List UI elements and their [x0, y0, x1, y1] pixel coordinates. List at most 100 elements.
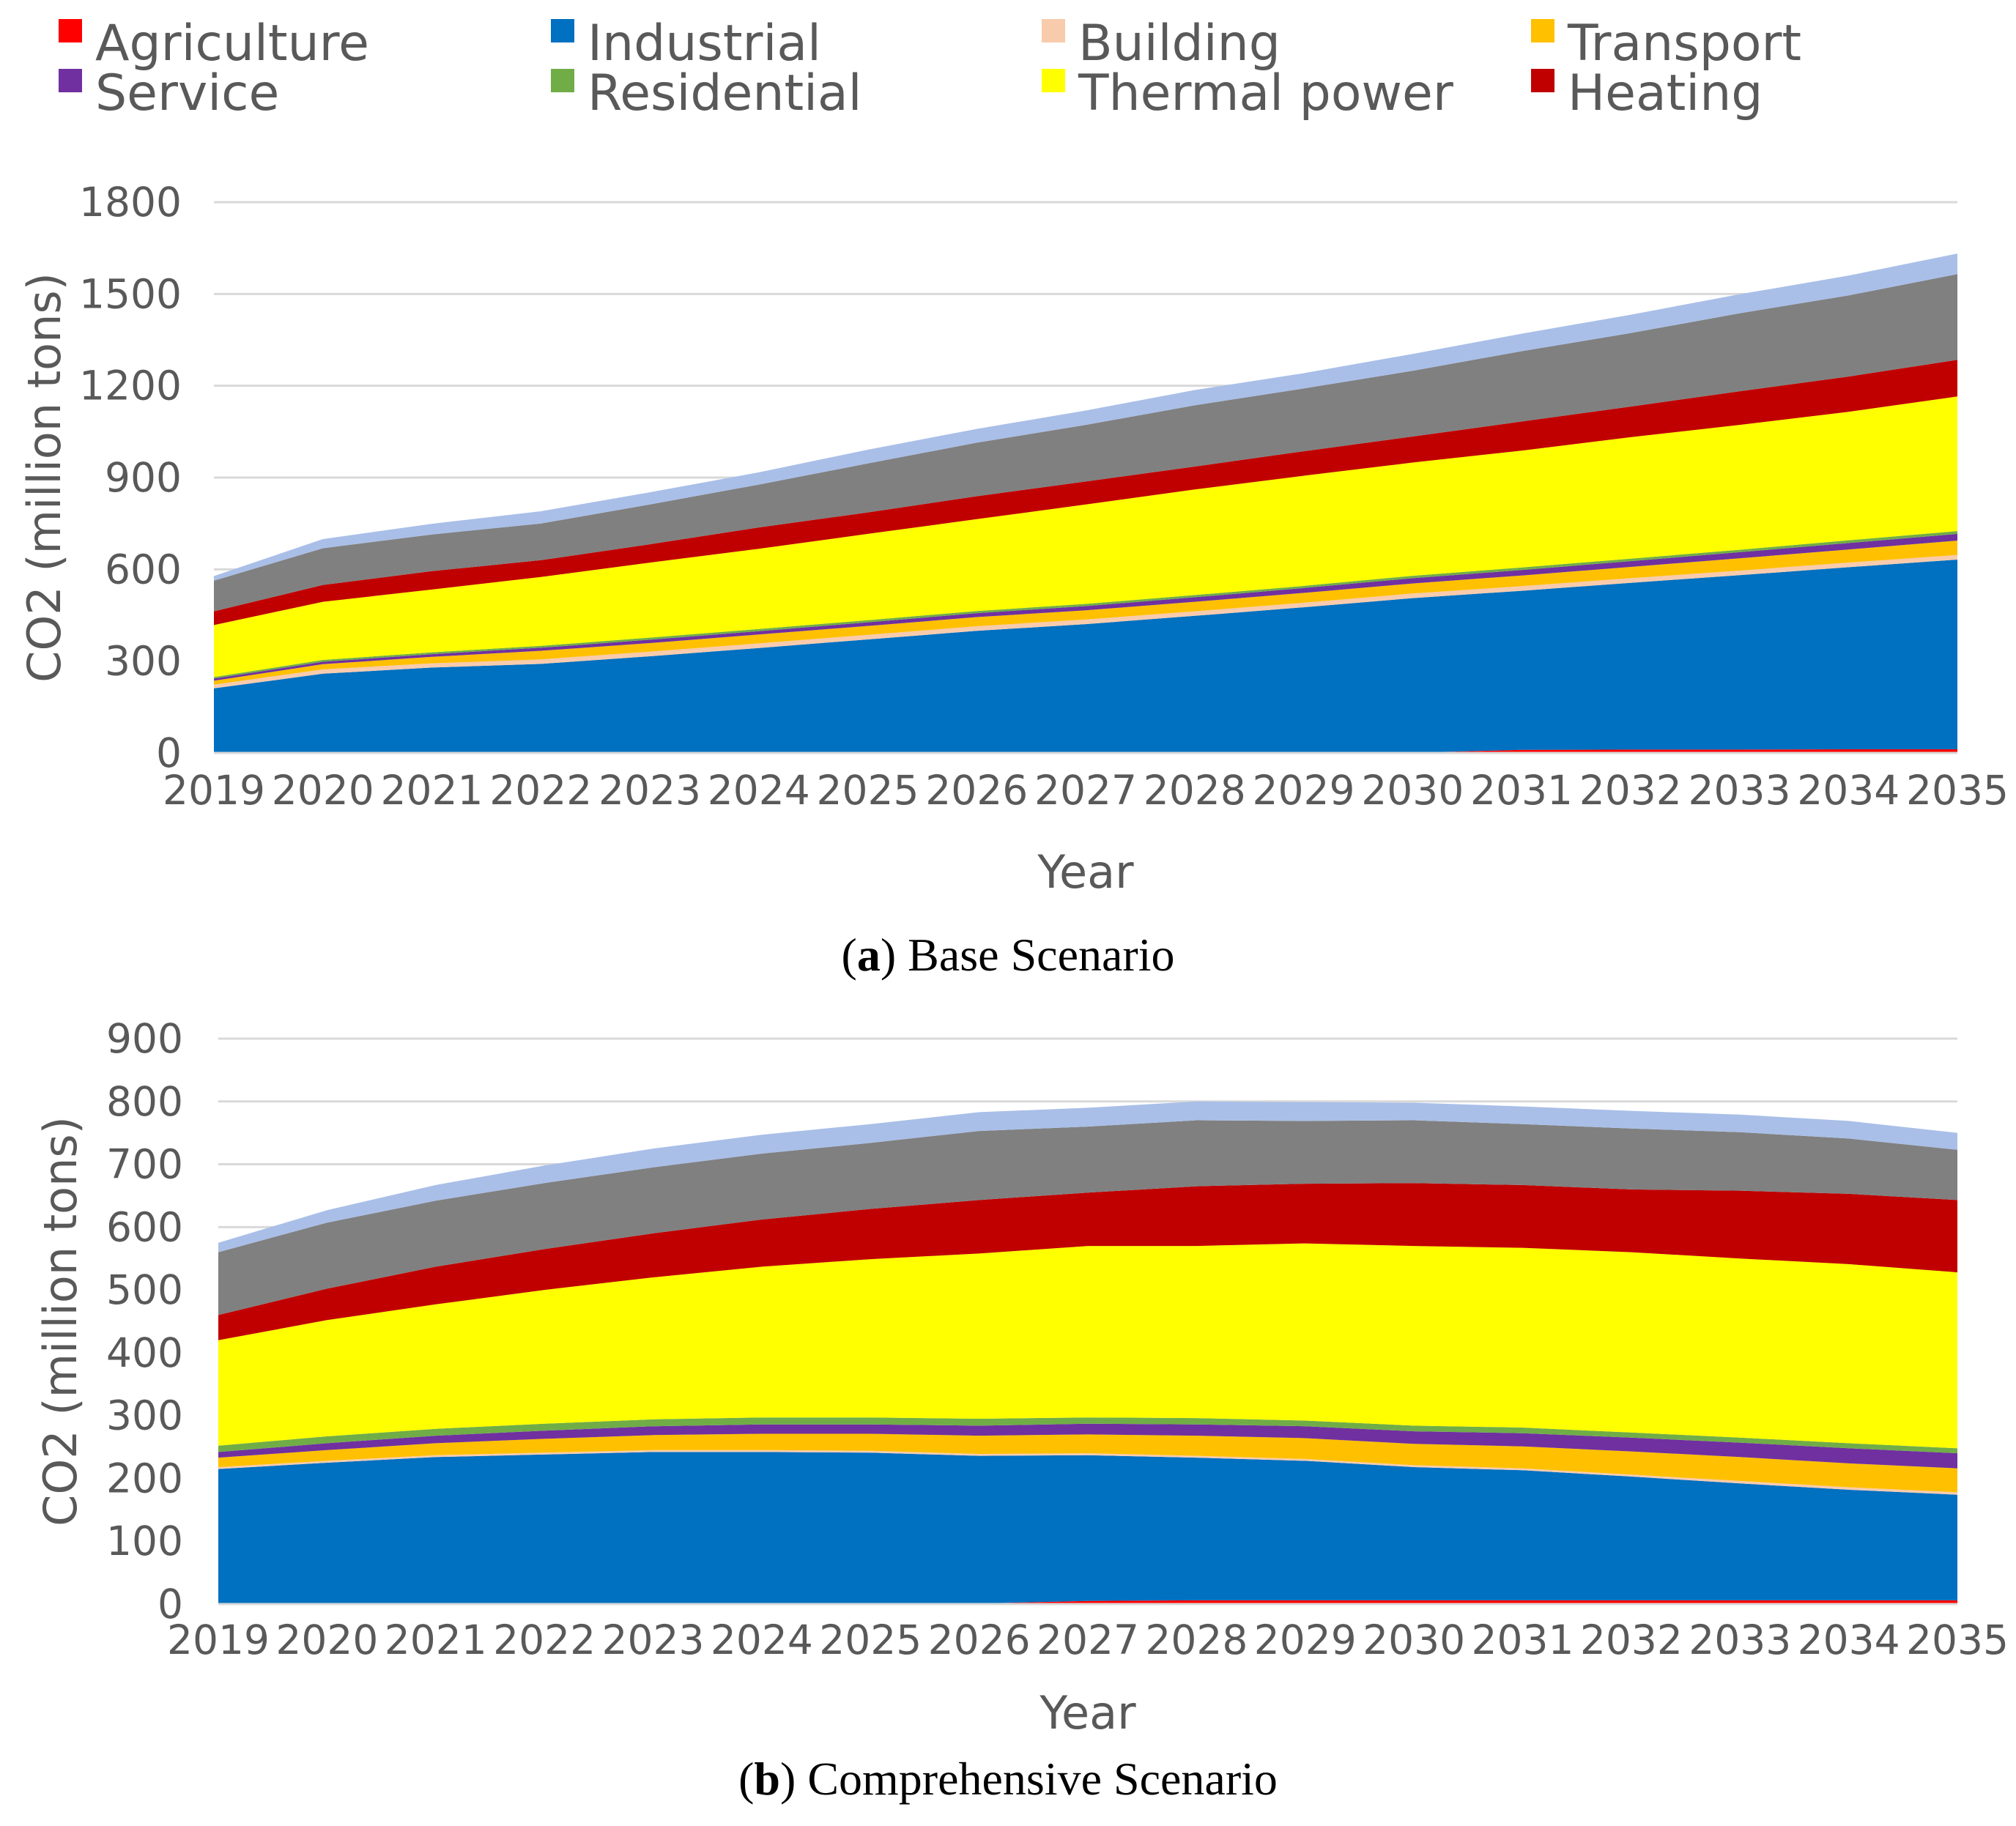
caption-close-paren: ) — [881, 929, 896, 981]
y-tick-label-300: 300 — [105, 638, 182, 685]
x-tick-label-2023: 2023 — [598, 767, 701, 814]
x-tick-label-2025: 2025 — [819, 1617, 922, 1663]
legend-label-transport: Transport — [1567, 15, 1801, 73]
area-service — [218, 1423, 1957, 1469]
x-tick-label-2019: 2019 — [167, 1617, 270, 1663]
chart-comprehensive-scenario: 0 100 200 300 400 500 600 700 800 900 2019 2020 2021… — [34, 1015, 2009, 1805]
x-tick-label-2029: 2029 — [1254, 1617, 1357, 1663]
x-tick-label-2022: 2022 — [489, 767, 592, 814]
y-tick-label-1500: 1500 — [79, 270, 182, 317]
area-heating — [214, 360, 1957, 626]
x-tick-label-2029: 2029 — [1253, 767, 1355, 814]
x-tick-label-2020: 2020 — [275, 1617, 378, 1663]
y-tick-label-1200: 1200 — [79, 363, 182, 409]
legend-item-building: Building — [1042, 15, 1281, 73]
legend-swatch-service — [59, 69, 82, 92]
area-transport — [214, 541, 1957, 685]
x-tick-label-2031: 2031 — [1472, 1617, 1574, 1663]
x-tick-label-2034: 2034 — [1798, 1617, 1900, 1663]
legend-item-transport: Transport — [1531, 15, 1801, 73]
y-tick-label-400: 400 — [106, 1329, 183, 1376]
x-tick-label-2019: 2019 — [163, 767, 265, 814]
area-residential — [218, 1417, 1957, 1454]
legend-label-residential: Residential — [588, 64, 862, 122]
caption-close-paren: ) — [780, 1753, 796, 1805]
x-tick-label-2023: 2023 — [602, 1617, 705, 1663]
x-tick-label-2021: 2021 — [381, 767, 483, 814]
y-tick-label-700: 700 — [106, 1141, 183, 1188]
x-tick-label-2021: 2021 — [385, 1617, 487, 1663]
x-tick-label-2026: 2026 — [928, 1617, 1031, 1663]
x-tick-label-2027: 2027 — [1037, 1617, 1139, 1663]
legend-swatch-industrial — [551, 19, 574, 42]
y-tick-label-600: 600 — [105, 546, 182, 593]
x-axis-title: Year — [1039, 1686, 1136, 1740]
caption-base-scenario: (a) Base Scenario — [842, 929, 1175, 981]
legend-label-heating: Heating — [1568, 64, 1763, 122]
legend-item-residential: Residential — [551, 64, 862, 122]
legend-swatch-residential — [551, 69, 574, 92]
x-tick-label-2028: 2028 — [1145, 1617, 1248, 1663]
x-tick-label-2033: 2033 — [1689, 1617, 1791, 1663]
legend-label-agriculture: Agriculture — [95, 15, 369, 73]
caption-letter: b — [754, 1753, 780, 1805]
legend-label-industrial: Industrial — [588, 15, 821, 73]
area-service — [214, 533, 1957, 681]
caption-open-paren: ( — [738, 1753, 754, 1805]
legend-swatch-agriculture — [59, 19, 82, 42]
stacked-areas — [218, 1101, 1957, 1604]
y-tick-label-100: 100 — [106, 1518, 183, 1565]
x-tick-label-2028: 2028 — [1144, 767, 1246, 814]
x-tick-label-2030: 2030 — [1361, 767, 1464, 814]
x-tick-label-2033: 2033 — [1689, 767, 1791, 814]
legend-item-agriculture: Agriculture — [59, 15, 369, 73]
legend: Agriculture Industrial Building Transport Se… — [59, 15, 1801, 122]
x-tick-label-2035: 2035 — [1906, 767, 2009, 814]
area-unlabeled-grey — [218, 1120, 1957, 1315]
legend-label-thermal-power: Thermal power — [1078, 64, 1453, 122]
area-transport — [218, 1433, 1957, 1493]
y-axis-title: CO2 (million tons) — [34, 1116, 87, 1526]
x-axis-ticks: 2019 2020 2021 2022 2023 2024 2025 2026 2027 2028… — [167, 1617, 2009, 1663]
area-thermal-power — [214, 396, 1957, 678]
area-building — [214, 554, 1957, 689]
x-tick-label-2022: 2022 — [493, 1617, 596, 1663]
legend-label-building: Building — [1078, 15, 1281, 73]
x-tick-label-2032: 2032 — [1580, 1617, 1683, 1663]
area-unlabeled-light-blue — [218, 1101, 1957, 1252]
x-tick-label-2035: 2035 — [1906, 1617, 2009, 1663]
x-tick-label-2032: 2032 — [1579, 767, 1682, 814]
caption-title: Comprehensive Scenario — [796, 1753, 1278, 1805]
x-tick-label-2027: 2027 — [1034, 767, 1137, 814]
x-tick-label-2024: 2024 — [711, 1617, 813, 1663]
area-industrial — [218, 1452, 1957, 1604]
caption-comprehensive-scenario: (b) Comprehensive Scenario — [738, 1753, 1278, 1805]
area-heating — [218, 1183, 1957, 1340]
x-tick-label-2030: 2030 — [1363, 1617, 1465, 1663]
area-industrial — [214, 560, 1957, 753]
y-tick-label-900: 900 — [105, 454, 182, 501]
y-tick-label-500: 500 — [106, 1266, 183, 1313]
y-tick-label-1800: 1800 — [79, 179, 182, 226]
y-tick-label-600: 600 — [106, 1203, 183, 1250]
area-thermal-power — [218, 1243, 1957, 1449]
y-tick-label-0: 0 — [158, 1581, 183, 1628]
legend-label-service: Service — [95, 64, 279, 122]
legend-item-industrial: Industrial — [551, 15, 821, 73]
legend-swatch-thermal-power — [1042, 69, 1065, 92]
caption-open-paren: ( — [842, 929, 857, 981]
x-tick-label-2024: 2024 — [708, 767, 810, 814]
x-tick-label-2034: 2034 — [1797, 767, 1900, 814]
caption-title: Base Scenario — [896, 929, 1174, 981]
y-tick-label-200: 200 — [106, 1455, 183, 1502]
y-axis-ticks: 0 300 600 900 1200 1500 1800 — [79, 179, 182, 776]
x-axis-ticks: 2019 2020 2021 2022 2023 2024 2025 2026 2027 2028… — [163, 767, 2009, 814]
legend-item-heating: Heating — [1531, 64, 1763, 122]
y-tick-label-900: 900 — [106, 1015, 183, 1062]
legend-item-thermal-power: Thermal power — [1042, 64, 1453, 122]
x-axis-title: Year — [1037, 845, 1134, 899]
legend-swatch-transport — [1531, 19, 1554, 42]
legend-swatch-heating — [1531, 69, 1554, 92]
